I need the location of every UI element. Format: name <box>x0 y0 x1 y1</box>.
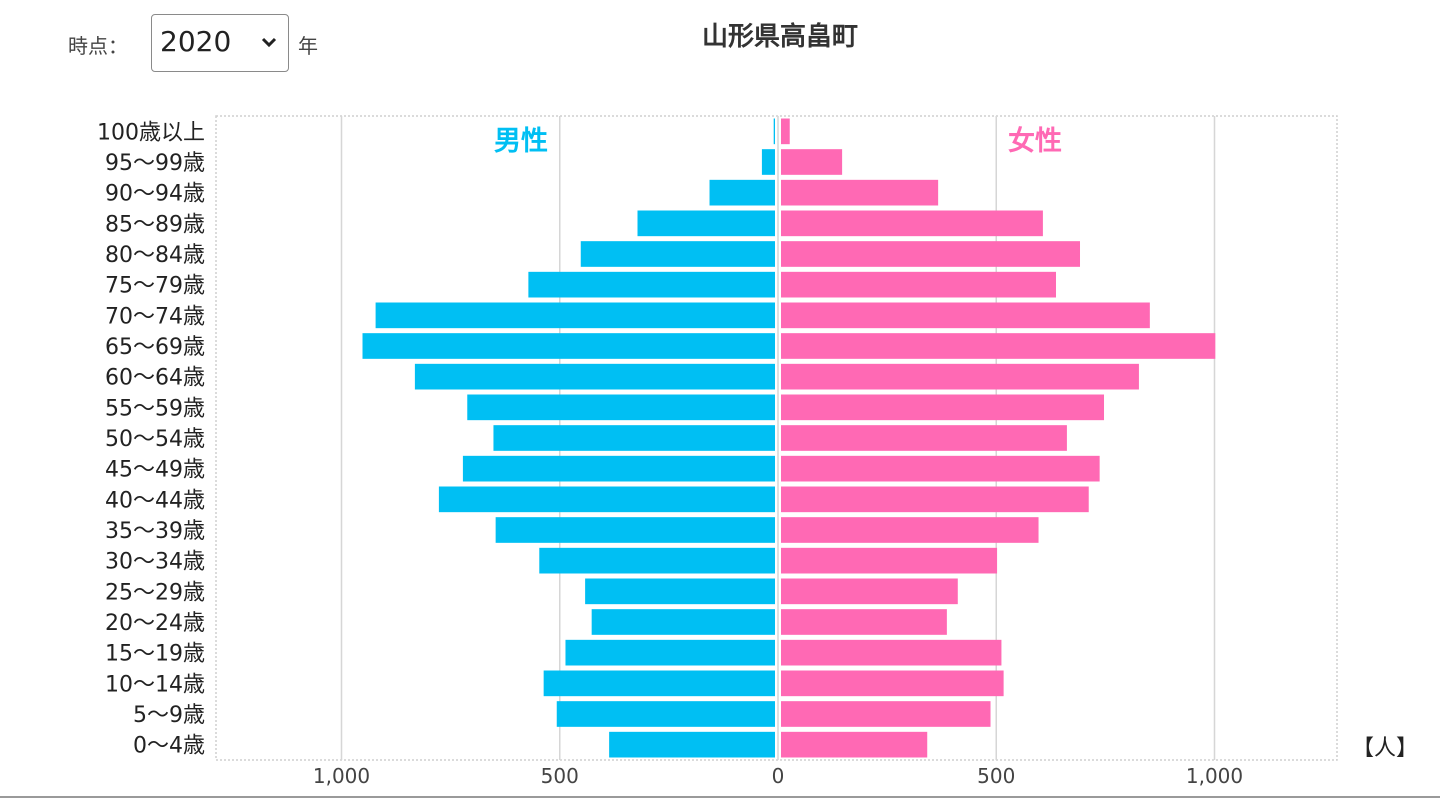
category-label: 95〜99歳 <box>105 151 205 176</box>
female-bar <box>781 179 939 206</box>
male-bar <box>528 271 775 298</box>
male-bar <box>591 609 775 635</box>
category-label: 90〜94歳 <box>105 182 205 207</box>
male-bar <box>467 394 775 421</box>
category-label: 0〜4歳 <box>133 734 205 759</box>
female-bar <box>781 425 1067 451</box>
category-label: 40〜44歳 <box>105 488 205 513</box>
male-bar <box>543 670 775 697</box>
year-label: 時点： <box>68 34 128 58</box>
female-bar <box>781 271 1056 298</box>
category-label: 85〜89歳 <box>105 212 205 237</box>
bottom-divider <box>0 796 1440 798</box>
legend-male-label: 男性 <box>494 126 548 157</box>
category-label: 50〜54歳 <box>105 427 205 452</box>
female-bar <box>781 670 1004 697</box>
year-suffix: 年 <box>298 34 318 58</box>
male-bar <box>565 639 775 666</box>
female-bar <box>781 609 947 635</box>
male-bar <box>709 179 775 206</box>
male-bar <box>495 517 775 543</box>
year-select-value: 2020 <box>160 25 232 58</box>
x-tick-label: 1,000 <box>313 764 370 788</box>
female-bar <box>781 363 1139 390</box>
chevron-down-icon <box>261 37 277 48</box>
male-bar <box>609 731 775 758</box>
category-label: 60〜64歳 <box>105 366 205 391</box>
female-bar <box>781 731 928 758</box>
x-tick-label: 500 <box>977 764 1015 788</box>
legend-female-label: 女性 <box>1008 125 1062 157</box>
male-bar <box>637 210 775 237</box>
female-bar <box>781 639 1002 666</box>
category-label: 15〜19歳 <box>105 642 205 667</box>
female-bar <box>781 486 1089 513</box>
female-bar <box>781 118 790 145</box>
category-label: 55〜59歳 <box>105 396 205 421</box>
male-bar <box>462 455 775 482</box>
female-bar <box>781 210 1043 237</box>
male-bar <box>539 547 775 574</box>
x-tick-label: 1,000 <box>1186 764 1243 788</box>
female-bar <box>781 333 1216 359</box>
category-label: 30〜34歳 <box>105 550 205 575</box>
female-bar <box>781 241 1081 267</box>
x-tick-label: 500 <box>541 764 579 788</box>
category-label: 75〜79歳 <box>105 274 205 299</box>
category-label: 100歳以上 <box>97 120 205 145</box>
category-label: 35〜39歳 <box>105 519 205 544</box>
category-label: 70〜74歳 <box>105 304 205 329</box>
male-bar <box>414 363 775 390</box>
category-label: 5〜9歳 <box>133 703 205 728</box>
category-label: 10〜14歳 <box>105 672 205 697</box>
unit-label: 【人】 <box>1352 736 1419 761</box>
male-bar <box>362 333 775 359</box>
x-tick-label: 0 <box>772 764 785 788</box>
page-title: 山形県高畠町 <box>701 22 858 52</box>
category-label: 80〜84歳 <box>105 243 205 268</box>
category-label: 25〜29歳 <box>105 580 205 605</box>
female-bar <box>781 455 1100 482</box>
male-bar <box>375 302 775 329</box>
male-bar <box>585 578 775 605</box>
female-bar <box>781 701 991 727</box>
category-label: 20〜24歳 <box>105 611 205 636</box>
plot-frame <box>215 115 1338 761</box>
male-bar <box>580 241 775 267</box>
category-label: 65〜69歳 <box>105 335 205 360</box>
female-bar <box>781 302 1150 329</box>
female-bar <box>781 394 1105 421</box>
category-label: 45〜49歳 <box>105 458 205 483</box>
female-bar <box>781 517 1039 543</box>
female-bar <box>781 547 998 574</box>
male-bar <box>438 486 775 513</box>
female-bar <box>781 578 958 605</box>
female-bar <box>781 149 843 175</box>
male-bar <box>761 149 775 175</box>
male-bar <box>773 118 775 145</box>
year-select[interactable]: 2020 <box>151 14 289 72</box>
male-bar <box>556 701 775 727</box>
male-bar <box>493 425 775 451</box>
